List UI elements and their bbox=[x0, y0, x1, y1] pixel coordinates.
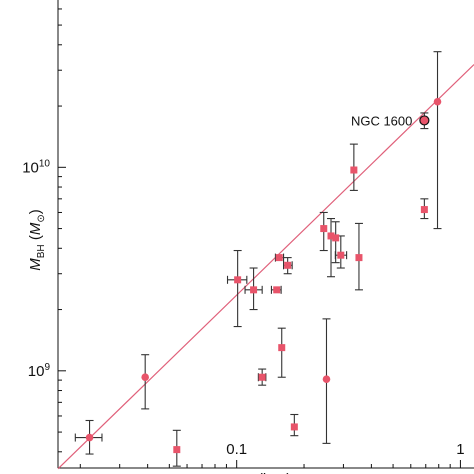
data-point-square bbox=[250, 286, 258, 294]
data-point-square bbox=[284, 261, 292, 269]
axis-ticks bbox=[58, 8, 461, 468]
data-point-circle bbox=[85, 433, 94, 442]
data-point-square bbox=[420, 206, 428, 214]
data-point-ngc1600 bbox=[419, 115, 430, 126]
data-point-square bbox=[173, 446, 181, 454]
x-axis-label: r (kpc) bbox=[249, 471, 292, 474]
y-tick-label: 109 bbox=[28, 362, 51, 380]
annotations: NGC 1600 bbox=[351, 113, 412, 128]
y-tick-label: 1010 bbox=[22, 158, 50, 176]
data-point-square bbox=[327, 232, 335, 240]
data-point-square bbox=[290, 423, 298, 431]
data-point-circle bbox=[141, 373, 149, 382]
data-point-square bbox=[258, 373, 266, 381]
data-point-square bbox=[355, 254, 363, 262]
data-point-square bbox=[234, 276, 242, 284]
data-point-square bbox=[337, 251, 345, 259]
data-point-circle bbox=[433, 97, 442, 106]
x-tick-label: 1 bbox=[456, 441, 464, 458]
plot-frame bbox=[57, 0, 474, 469]
annotation-ngc1600: NGC 1600 bbox=[351, 113, 412, 128]
y-axis-label: MBH (M⊙) bbox=[27, 209, 47, 270]
data-point-square bbox=[332, 234, 340, 242]
data-point-circle bbox=[322, 375, 331, 383]
data-markers bbox=[85, 97, 442, 454]
axis-tick-labels: 0.1 1 109 1010 bbox=[22, 158, 464, 458]
data-point-square bbox=[320, 225, 328, 233]
fit-line bbox=[57, 64, 474, 470]
data-point-square bbox=[350, 166, 358, 174]
data-point-square bbox=[275, 254, 283, 262]
x-tick-label: 0.1 bbox=[226, 441, 247, 458]
axis-labels: MBH (M⊙) r (kpc) bbox=[27, 209, 291, 474]
fit-line-layer bbox=[57, 64, 474, 470]
data-point-square bbox=[278, 344, 286, 352]
data-point-square bbox=[273, 286, 281, 294]
